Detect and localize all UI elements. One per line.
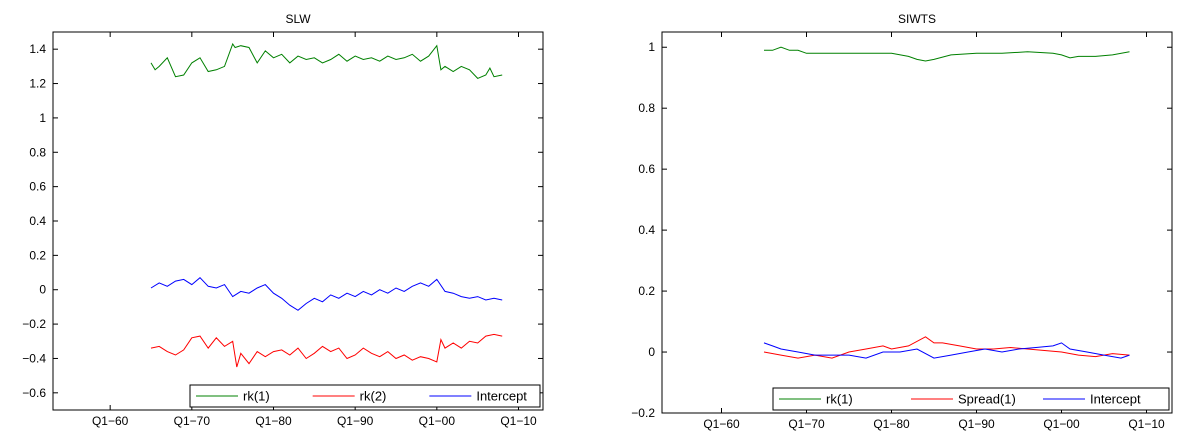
y-tick-label: 1.2: [29, 77, 46, 91]
y-tick-label: 0.8: [29, 145, 46, 159]
x-tick-label: Q1−60: [92, 414, 129, 428]
series-line-spread-1: [763, 336, 1130, 359]
y-tick-label: 0.2: [638, 284, 655, 298]
y-tick-label: −0.6: [22, 386, 46, 400]
y-tick-label: 1: [648, 40, 655, 54]
x-tick-label: Q1−80: [255, 414, 292, 428]
chart-title: SIWTS: [898, 12, 936, 26]
y-tick-label: −0.2: [22, 317, 46, 331]
series-line-rk-2: [150, 333, 503, 368]
legend-label: Spread(1): [958, 392, 1016, 407]
y-tick-label: 0.2: [29, 248, 46, 262]
x-tick-label: Q1−80: [873, 417, 910, 431]
y-tick-label: −0.4: [22, 351, 46, 365]
x-tick-label: Q1−00: [419, 414, 456, 428]
x-tick-label: Q1−60: [703, 417, 740, 431]
chart-title: SLW: [285, 12, 311, 26]
y-tick-label: 1: [39, 111, 46, 125]
y-tick-label: 0: [648, 345, 655, 359]
x-tick-label: Q1−00: [1043, 417, 1080, 431]
plot-frame: [661, 31, 1173, 414]
legend-label: Intercept: [476, 389, 527, 404]
legend-box: [189, 384, 541, 408]
series-line-intercept: [763, 342, 1130, 359]
y-tick-label: 0.6: [29, 180, 46, 194]
x-tick-label: Q1−90: [337, 414, 374, 428]
x-tick-label: Q1−70: [174, 414, 211, 428]
legend: rk(1) rk(2) Intercept: [189, 384, 541, 408]
y-tick-label: 0: [39, 283, 46, 297]
series-line-rk-1: [764, 46, 1130, 62]
y-tick-label: 0.4: [638, 223, 655, 237]
y-tick-label: 0.6: [638, 162, 655, 176]
legend-label: rk(2): [360, 389, 387, 404]
legend-label: rk(1): [243, 389, 270, 404]
legend-label: Intercept: [1090, 392, 1141, 407]
legend-label: rk(1): [826, 392, 853, 407]
x-tick-label: Q1−90: [958, 417, 995, 431]
x-tick-label: Q1−10: [1128, 417, 1165, 431]
x-tick-label: Q1−10: [500, 414, 537, 428]
chart-1: SLW Q1−60 Q1−70 Q1−80 Q1−90 Q1−00 Q1−10 −0.6 −0.…: [22, 12, 544, 428]
series-line-intercept: [150, 277, 503, 311]
legend-box: [772, 387, 1170, 411]
y-tick-label: 0.4: [29, 214, 46, 228]
legend: rk(1) Spread(1) Intercept: [772, 387, 1170, 411]
x-tick-label: Q1−70: [788, 417, 825, 431]
series-line-rk-1: [150, 42, 503, 79]
y-tick-label: −0.2: [631, 406, 655, 420]
y-tick-label: 0.8: [638, 101, 655, 115]
y-tick-label: 1.4: [29, 42, 46, 56]
chart-2: SIWTS Q1−60 Q1−70 Q1−80 Q1−90 Q1−00 Q1−10 −0.2 0…: [631, 12, 1173, 431]
plot-frame: [52, 31, 544, 411]
